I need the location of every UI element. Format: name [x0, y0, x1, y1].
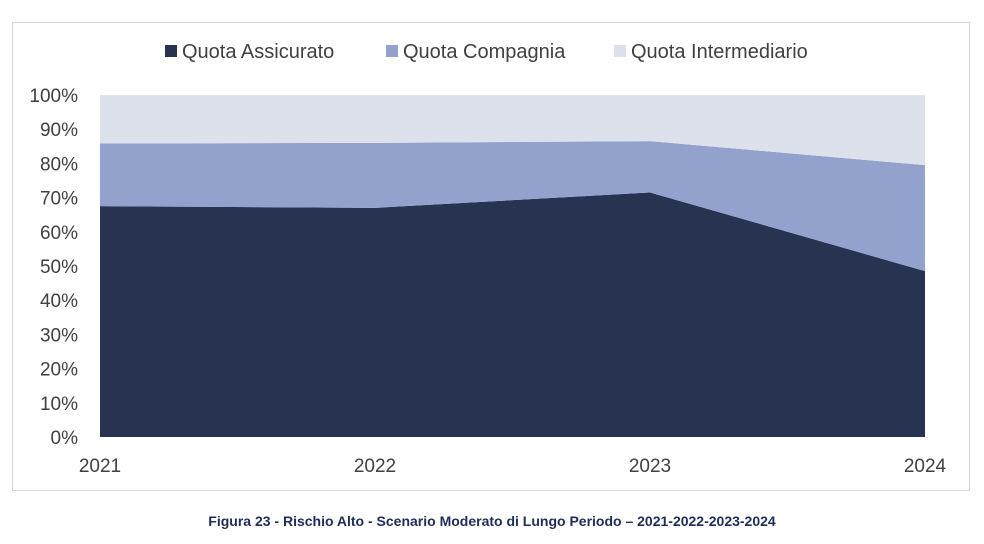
y-tick-label: 50% — [40, 257, 78, 278]
x-tick-label: 2021 — [79, 456, 121, 477]
legend-label: Quota Compagnia — [403, 41, 566, 63]
legend-item: Quota Assicurato — [165, 41, 334, 63]
legend-swatch — [165, 45, 177, 57]
area-chart: 0%10%20%30%40%50%60%70%80%90%100% 2021 20… — [29, 41, 947, 477]
x-tick-label: 2024 — [904, 456, 947, 477]
legend-label: Quota Intermediario — [631, 41, 808, 63]
figure-caption: Figura 23 - Rischio Alto - Scenario Mode… — [208, 513, 776, 529]
legend-item: Quota Compagnia — [386, 41, 566, 63]
y-tick-label: 30% — [40, 325, 78, 346]
area-series-2 — [100, 141, 925, 272]
x-tick-label: 2023 — [629, 456, 671, 477]
y-tick-label: 80% — [40, 154, 78, 175]
y-tick-label: 70% — [40, 189, 78, 210]
y-tick-label: 90% — [40, 120, 78, 141]
area-series-3 — [100, 95, 925, 166]
area-series-1 — [100, 192, 925, 437]
chart-areas — [100, 95, 925, 437]
legend-item: Quota Intermediario — [614, 41, 808, 63]
y-tick-label: 100% — [29, 86, 78, 107]
x-axis: 2021 2022 2023 2024 — [79, 456, 947, 477]
legend-swatch — [614, 45, 626, 57]
chart-legend: Quota Assicurato Quota Compagnia Quota Int… — [165, 41, 808, 63]
y-tick-label: 0% — [51, 428, 79, 449]
y-tick-label: 20% — [40, 360, 78, 381]
legend-swatch — [386, 45, 398, 57]
y-tick-label: 60% — [40, 223, 78, 244]
y-axis: 0% 10% 20% 30% 40% 50% 60% 70% 80% 90% 100% — [29, 86, 78, 449]
y-tick-label: 40% — [40, 291, 78, 312]
legend-label: Quota Assicurato — [182, 41, 334, 63]
y-tick-label: 10% — [40, 394, 78, 415]
x-tick-label: 2022 — [354, 456, 396, 477]
